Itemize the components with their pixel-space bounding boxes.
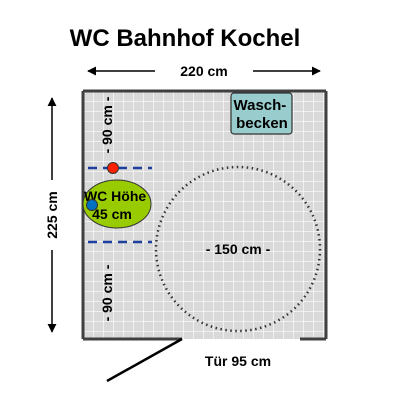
toilet-label-line1: WC Höhe (84, 188, 146, 204)
toilet-label: WC Höhe 45 cm (84, 188, 150, 222)
upper-clearance-label: - 90 cm - (99, 96, 115, 153)
sink-label-line2: becken (236, 115, 288, 132)
sink (230, 92, 293, 135)
blue-dot-marker (86, 199, 98, 211)
turning-circle-label: - 150 cm - (206, 241, 271, 257)
width-label: 220 cm (180, 63, 227, 79)
lower-clearance-label: - 90 cm - (99, 264, 115, 321)
depth-label: 225 cm (44, 191, 60, 238)
sink-label-line1: Wasch- (234, 97, 287, 114)
toilet-label-line2: 45 cm (92, 206, 132, 222)
diagram-title: WC Bahnhof Kochel (70, 25, 301, 52)
door-label: Tür 95 cm (205, 353, 271, 369)
toilet (82, 179, 152, 229)
turning-circle (154, 165, 322, 333)
red-dot-marker (107, 162, 119, 174)
door-leaf (106, 337, 183, 383)
sink-label: Wasch- becken (234, 97, 291, 132)
